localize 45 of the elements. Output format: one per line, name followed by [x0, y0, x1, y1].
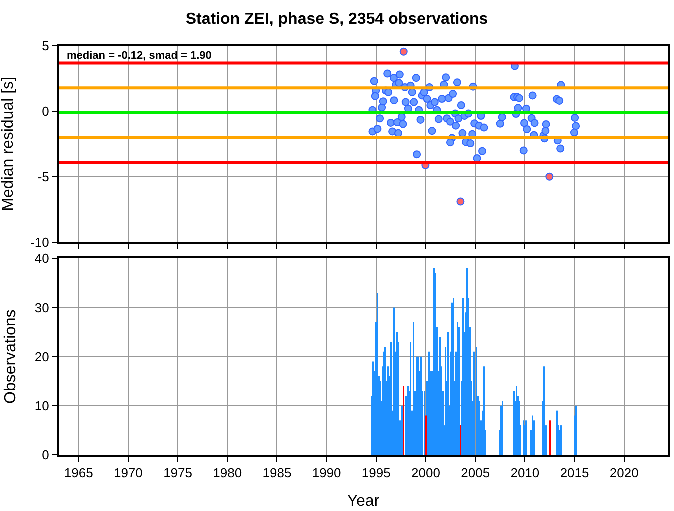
bar — [549, 420, 551, 455]
y-tick-label: -5 — [38, 169, 50, 184]
y-tick-label: 10 — [34, 398, 50, 414]
x-tick-label: 1995 — [362, 466, 391, 481]
point — [546, 172, 554, 181]
x-tick-label: 2000 — [412, 466, 440, 481]
y-axis-title: Observations — [2, 310, 20, 404]
y-tick-label: -10 — [30, 234, 50, 250]
bar — [401, 406, 403, 455]
x-axis-title: Year — [347, 492, 380, 510]
y-tick-label: 30 — [34, 300, 50, 316]
x-tick-label: 2015 — [560, 466, 590, 481]
x-tick-label: 1970 — [114, 466, 143, 481]
bar — [560, 426, 562, 455]
bar — [428, 352, 430, 455]
bar — [525, 420, 527, 455]
x-tick-label: 1980 — [213, 466, 242, 481]
bar — [425, 416, 427, 455]
chart-title: Station ZEI, phase S, 2354 observations — [186, 10, 488, 28]
bar — [466, 268, 468, 455]
x-tick-label: 2020 — [610, 466, 639, 481]
annotation: median = -0.12, smad = 1.90 — [67, 50, 212, 62]
bar — [556, 410, 558, 455]
x-tick-label: 1985 — [262, 466, 292, 481]
bar — [447, 332, 449, 455]
bar — [384, 347, 386, 455]
bar — [433, 268, 435, 455]
point — [400, 48, 408, 56]
bar — [462, 298, 464, 455]
bar — [420, 356, 422, 455]
y-tick-label: 0 — [42, 448, 50, 463]
bar — [393, 308, 395, 455]
x-tick-label: 2010 — [510, 466, 540, 481]
y-tick-label: 40 — [34, 251, 50, 266]
y-axis-title: Median residual [s] — [0, 77, 17, 212]
point — [456, 198, 465, 206]
x-tick-label: 2005 — [461, 466, 490, 481]
x-tick-label: 1975 — [164, 466, 192, 481]
x-tick-label: 1965 — [64, 466, 94, 481]
bar — [543, 366, 545, 455]
y-tick-label: 20 — [34, 349, 50, 364]
x-tick-label: 1990 — [312, 466, 342, 481]
y-tick-label: 5 — [42, 38, 50, 54]
bar — [575, 406, 577, 455]
y-tick-label: 0 — [42, 104, 50, 119]
